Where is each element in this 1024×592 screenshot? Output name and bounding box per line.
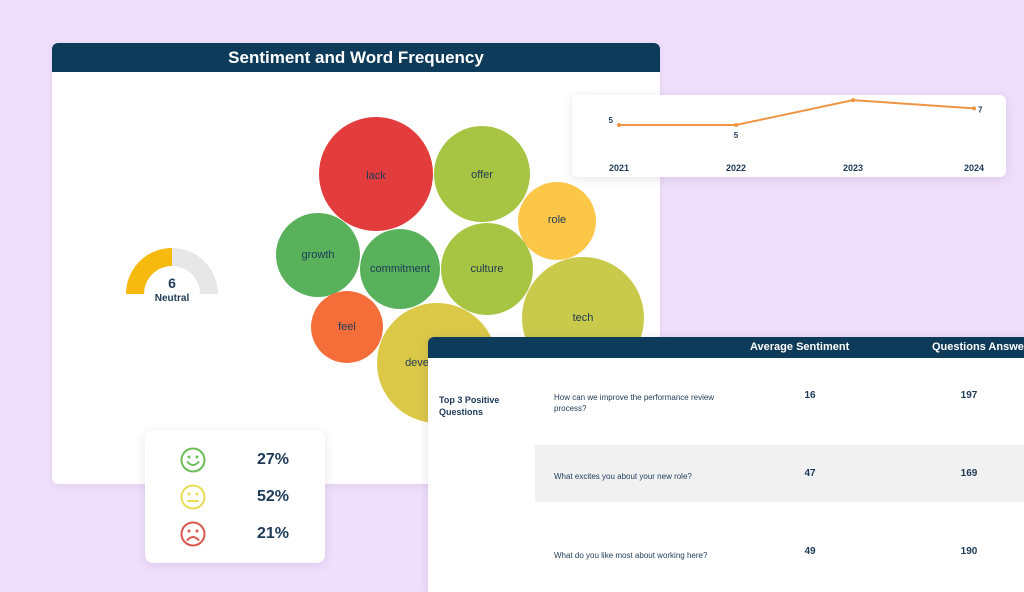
average-sentiment-value: 49 xyxy=(804,546,816,557)
trend-point[interactable] xyxy=(617,123,621,127)
bubble-deve-label: deve xyxy=(405,357,429,369)
bubble-role-circle xyxy=(518,182,596,260)
trend-line xyxy=(619,99,975,126)
question-text: What do you like most about working here… xyxy=(554,551,708,560)
bubble-lack-circle xyxy=(319,117,433,231)
sad-face-icon xyxy=(180,521,206,547)
bubble-feel[interactable]: feel xyxy=(311,291,383,363)
bubble-commitment-circle xyxy=(360,229,440,309)
table-row[interactable]: What excites you about your new role? 47… xyxy=(535,445,1024,502)
neutral-face-icon xyxy=(180,484,206,510)
neutral-percent: 52% xyxy=(257,488,290,505)
negative-percent: 21% xyxy=(257,525,290,542)
bubble-commitment-label: commitment xyxy=(370,263,430,275)
group-label-top-positive: Top 3 Positive Questions xyxy=(439,395,500,417)
gauge-value: 6 xyxy=(168,275,176,291)
sentiment-row-positive: 27% xyxy=(145,443,325,479)
bubble-offer-circle xyxy=(434,126,530,222)
bubble-growth[interactable]: growth xyxy=(276,213,360,297)
trend-x-tick: 2023 xyxy=(843,163,863,173)
bubble-feel-label: feel xyxy=(338,321,356,333)
bubble-growth-circle xyxy=(276,213,360,297)
trend-data-label: 7 xyxy=(978,105,983,114)
bubble-culture[interactable]: culture xyxy=(441,223,533,315)
trend-point[interactable] xyxy=(734,123,738,127)
trend-point[interactable] xyxy=(972,106,976,111)
bubble-tech-label: tech xyxy=(573,312,594,324)
trend-data-label: 5 xyxy=(609,116,614,125)
bubble-offer[interactable]: offer xyxy=(434,126,530,222)
sentiment-row-negative: 21% xyxy=(145,517,325,553)
bubble-role[interactable]: role xyxy=(518,182,596,260)
positive-percent: 27% xyxy=(257,451,290,468)
trend-x-tick: 2024 xyxy=(964,163,984,173)
bubble-feel-circle xyxy=(311,291,383,363)
gauge-fill xyxy=(126,248,172,294)
table-row[interactable]: What do you like most about working here… xyxy=(535,523,1024,580)
bubble-role-label: role xyxy=(548,214,566,226)
trend-point[interactable] xyxy=(851,98,855,103)
questions-answered-value: 197 xyxy=(960,390,978,401)
bubble-culture-circle xyxy=(441,223,533,315)
average-sentiment-value: 47 xyxy=(804,468,816,479)
trend-line-chart: 5 2021 5 2022 8 2023 7 2024 xyxy=(609,95,984,173)
sentiment-gauge xyxy=(126,248,218,294)
bubble-lack-label: lack xyxy=(366,170,386,182)
header-average-sentiment[interactable]: Average Sentiment xyxy=(750,341,850,353)
card-title: Sentiment and Word Frequency xyxy=(52,43,660,72)
sentiment-row-neutral: 52% xyxy=(145,480,325,516)
trend-data-label: 8 xyxy=(851,95,856,96)
trend-x-tick: 2022 xyxy=(726,163,746,173)
bubble-offer-label: offer xyxy=(471,169,493,181)
questions-answered-value: 169 xyxy=(960,468,978,479)
gauge-label: Neutral xyxy=(154,293,190,304)
header-questions-answered[interactable]: Questions Answe xyxy=(932,341,1024,353)
questions-table-card: Average Sentiment Questions Answe Top 3 … xyxy=(428,337,1024,592)
bubble-commitment[interactable]: commitment xyxy=(360,229,440,309)
trend-data-label: 5 xyxy=(734,131,739,140)
bubble-growth-label: growth xyxy=(301,249,334,261)
trend-chart-card: 5 2021 5 2022 8 2023 7 2024 xyxy=(572,95,1006,177)
questions-answered-value: 190 xyxy=(960,546,978,557)
question-text: How can we improve the performance revie… xyxy=(554,393,715,413)
table-row[interactable]: How can we improve the performance revie… xyxy=(535,367,1024,424)
average-sentiment-value: 16 xyxy=(804,390,816,401)
sentiment-breakdown-card: 27% 52% 21% xyxy=(145,430,325,563)
happy-face-icon xyxy=(180,447,206,473)
table-header: Average Sentiment Questions Answe xyxy=(428,337,1024,358)
question-text: What excites you about your new role? xyxy=(554,472,692,481)
bubble-lack[interactable]: lack xyxy=(319,117,433,231)
bubble-culture-label: culture xyxy=(470,263,503,275)
trend-x-tick: 2021 xyxy=(609,163,629,173)
